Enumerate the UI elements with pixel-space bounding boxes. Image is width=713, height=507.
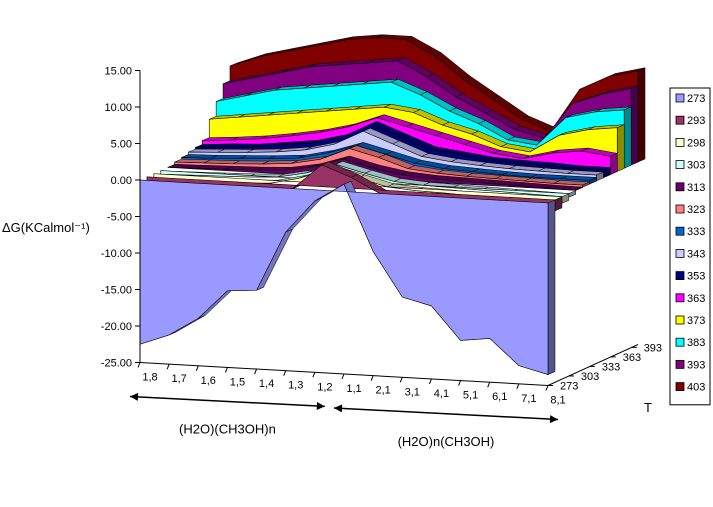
x-tick-label: 1,5 xyxy=(230,376,245,388)
x-tick-label: 1,3 xyxy=(288,380,303,392)
ribbon-end-cap xyxy=(623,106,632,169)
axis-layer: 15.00 10.00 5.00 0.00 -5.00 -10.00 -15.00 -20.0… xyxy=(101,66,662,449)
legend-entry: 383 xyxy=(687,337,705,349)
y-tick-label: 0.00 xyxy=(111,175,132,187)
x-tick-label: 1,6 xyxy=(201,375,216,387)
ribbon-end-cap xyxy=(637,67,646,163)
legend-swatch xyxy=(675,271,685,281)
x-group-label: (H2O)n(CH3OH) xyxy=(398,434,495,449)
legend-box xyxy=(669,87,711,406)
z-tick-label: 333 xyxy=(602,361,620,373)
legend-swatch xyxy=(675,115,685,125)
x-tick-label: 8,1 xyxy=(550,395,565,407)
x-tick-mark xyxy=(399,377,403,383)
ribbon-end-cap xyxy=(547,199,556,375)
x-tick-label: 3,1 xyxy=(405,386,420,398)
ribbon-end-cap xyxy=(575,187,583,191)
x-tick-mark xyxy=(224,367,228,373)
arrow-head xyxy=(130,392,139,401)
legend-swatch xyxy=(675,204,685,214)
legend-swatch xyxy=(675,160,685,170)
x-tick-mark xyxy=(137,362,141,368)
legend-entry: 373 xyxy=(687,315,705,327)
x-tick-mark xyxy=(283,370,287,376)
y-tick-label: -10.00 xyxy=(101,248,132,260)
legend-entry: 363 xyxy=(687,293,705,305)
x-tick-mark xyxy=(312,372,316,378)
legend-entry: 298 xyxy=(687,137,705,149)
y-tick-label: 10.00 xyxy=(104,102,132,114)
series-layer xyxy=(139,34,646,375)
legend-entry: 403 xyxy=(687,382,705,394)
x-tick-mark xyxy=(458,380,462,386)
x-tick-mark xyxy=(166,363,170,370)
legend-swatch xyxy=(675,359,685,369)
z-axis-line xyxy=(547,344,639,386)
legend-swatch xyxy=(675,182,685,192)
x-tick-label: 1,8 xyxy=(142,372,157,384)
group-arrow xyxy=(333,407,559,421)
x-tick-label: 1,2 xyxy=(317,381,332,393)
z-axis-title: T xyxy=(644,400,652,415)
legend-entry: 293 xyxy=(687,115,705,127)
legend-entry: 333 xyxy=(687,226,705,238)
legend-swatch xyxy=(675,248,685,258)
y-tick-label: 15.00 xyxy=(104,66,132,78)
x-group-label: (H2O)(CH3OH)n xyxy=(179,421,276,436)
y-tick-label: 5.00 xyxy=(111,139,132,151)
arrow-head xyxy=(549,415,558,424)
z-tick-label: 273 xyxy=(560,381,578,393)
legend-entry: 273 xyxy=(687,93,705,105)
x-tick-label: 1,4 xyxy=(259,378,274,390)
series-area xyxy=(139,179,549,375)
legend-entry: 303 xyxy=(687,160,705,172)
x-tick-label: 7,1 xyxy=(521,393,536,405)
x-tick-mark xyxy=(428,378,432,385)
legend-entry: 313 xyxy=(687,182,705,194)
arrow-head xyxy=(316,401,325,410)
legend-swatch xyxy=(675,137,685,147)
x-tick-mark xyxy=(370,375,374,381)
legend-swatch xyxy=(675,382,685,392)
x-tick-label: 6,1 xyxy=(492,391,507,403)
ribbon-end-cap xyxy=(630,85,639,166)
arrow-head xyxy=(334,404,343,413)
legend-swatch xyxy=(675,293,685,303)
ribbon-end-cap xyxy=(610,152,618,175)
z-tick-label: 393 xyxy=(644,342,662,354)
legend-entry: 323 xyxy=(687,204,705,216)
series-273 xyxy=(139,179,556,375)
x-tick-label: 1,1 xyxy=(346,383,361,395)
x-tick-mark xyxy=(516,383,520,390)
group-arrow xyxy=(129,395,325,408)
x-tick-label: 4,1 xyxy=(434,388,449,400)
x-tick-label: 1,7 xyxy=(171,373,186,385)
x-tick-mark xyxy=(254,368,258,375)
y-axis-title: ΔG(KCalmol⁻¹) xyxy=(2,220,90,235)
x-tick-label: 5,1 xyxy=(463,390,478,402)
ribbon-end-cap xyxy=(616,124,625,172)
legend-swatch xyxy=(675,337,685,347)
legend-entry: 343 xyxy=(687,248,705,260)
y-tick-label: -25.00 xyxy=(101,358,132,370)
y-tick-label: -15.00 xyxy=(101,285,132,297)
y-tick-label: -5.00 xyxy=(107,212,132,224)
x-tick-mark xyxy=(545,385,549,391)
x-tick-mark xyxy=(195,365,199,371)
z-tick-label: 303 xyxy=(581,371,599,383)
legend-entry: 353 xyxy=(687,271,705,283)
legend-swatch xyxy=(675,93,685,103)
x-tick-mark xyxy=(341,373,345,380)
ribbon-end-cap xyxy=(568,190,577,198)
legend-swatch xyxy=(675,315,685,325)
legend-swatch xyxy=(675,226,685,236)
x-tick-label: 2,1 xyxy=(375,385,390,397)
x-tick-mark xyxy=(487,382,491,388)
y-tick-label: -20.00 xyxy=(101,321,132,333)
z-tick-label: 363 xyxy=(623,352,641,364)
legend: 273 293 298 303 313 323 333 343 353 363 373 383 393 4… xyxy=(669,87,711,406)
legend-entry: 393 xyxy=(687,359,705,371)
